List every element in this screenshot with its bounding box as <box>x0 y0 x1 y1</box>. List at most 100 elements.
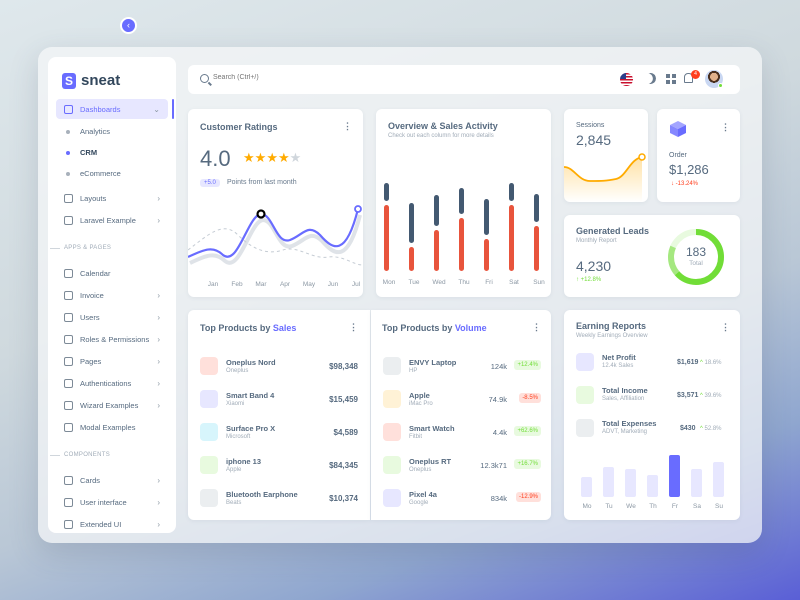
list-item[interactable]: Surface Pro X Microsoft $4,589 <box>188 423 370 456</box>
sidebar-item-label: Extended UI <box>80 519 122 529</box>
sidebar-item-label: Laravel Example <box>80 215 136 225</box>
list-item[interactable]: Oneplus Nord Oneplus $98,348 <box>188 357 370 390</box>
earnings-bar <box>647 475 658 497</box>
product-name: Apple <box>409 391 430 400</box>
calendar-icon <box>64 268 73 278</box>
overview-bar-dark <box>459 188 464 214</box>
day-label: Wed <box>432 279 446 286</box>
card-title: Top Products by Sales <box>200 323 297 333</box>
month-label: Jul <box>351 281 361 288</box>
sidebar-item-dashboards[interactable]: Dashboards ⌄ <box>56 99 168 119</box>
list-item[interactable]: Apple iMac Pro 74.9k -8.5% <box>371 390 551 423</box>
more-options-icon[interactable]: ⋮ <box>532 322 541 332</box>
month-label: Jun <box>327 281 339 288</box>
brand-logo[interactable]: S sneat <box>62 72 120 89</box>
chevron-right-icon: › <box>157 497 160 507</box>
pixel-phone-icon <box>383 489 401 507</box>
top-products-volume-card: Top Products by Volume ⋮ ENVY Laptop HP … <box>371 310 551 520</box>
tablet-icon <box>200 423 218 441</box>
shortcuts-grid-icon[interactable] <box>666 74 676 84</box>
sidebar-item-invoice[interactable]: Invoice › <box>56 285 168 305</box>
overview-bar-red <box>384 205 389 271</box>
more-options-icon[interactable]: ⋮ <box>349 322 358 332</box>
day-label: Su <box>715 503 723 510</box>
product-name: Pixel 4a <box>409 490 437 499</box>
rating-delta-badge: +5.0 <box>200 179 220 187</box>
sidebar-item-cards[interactable]: Cards › <box>56 470 168 490</box>
earning-item-subtitle: Sales, Affiliation <box>602 396 645 402</box>
card-title: Sessions <box>576 122 605 129</box>
overview-bar-red <box>459 218 464 271</box>
sidebar-item-extended-ui[interactable]: Extended UI › <box>56 514 168 533</box>
home-icon <box>64 104 73 114</box>
search-icon[interactable] <box>200 74 209 83</box>
laravel-icon <box>64 215 73 225</box>
star-icon: ★ <box>277 150 290 165</box>
donut-value: 183 <box>685 245 707 259</box>
list-item[interactable]: Pixel 4a Google 834k -12.9% <box>371 489 551 522</box>
bullet-icon <box>66 150 70 155</box>
sidebar-item-pages[interactable]: Pages › <box>56 351 168 371</box>
language-flag-icon[interactable] <box>620 73 633 86</box>
sidebar-item-wizard[interactable]: Wizard Examples › <box>56 395 168 415</box>
sidebar-item-modal[interactable]: Modal Examples <box>56 417 168 437</box>
section-header-components: COMPONENTS <box>50 452 110 458</box>
volume-change-badge: +12.4% <box>514 360 541 370</box>
card-subtitle: Monthly Report <box>576 238 617 244</box>
list-item[interactable]: Smart Watch Fitbit 4.4k +62.6% <box>371 423 551 456</box>
collapse-sidebar-button[interactable]: ‹ <box>120 17 137 34</box>
day-label: Tue <box>408 279 420 286</box>
headphones-icon <box>200 489 218 507</box>
sidebar-item-user-interface[interactable]: User interface › <box>56 492 168 512</box>
product-name: Oneplus RT <box>409 457 452 466</box>
credit-card-icon <box>576 419 594 437</box>
sidebar-item-users[interactable]: Users › <box>56 307 168 327</box>
list-item[interactable]: iphone 13 Apple $84,345 <box>188 456 370 489</box>
sidebar-item-authentications[interactable]: Authentications › <box>56 373 168 393</box>
earning-item-value: $430 <box>680 425 696 432</box>
list-item[interactable]: Oneplus RT Oneplus 12.3k71 +16.7% <box>371 456 551 489</box>
invoice-icon <box>64 290 73 300</box>
earnings-bar <box>625 469 636 497</box>
earning-item-title: Total Expenses <box>602 419 657 428</box>
month-label: May <box>302 281 316 288</box>
card-subtitle: Check out each column for more details <box>388 133 494 139</box>
product-name: Oneplus Nord <box>226 358 276 367</box>
list-item[interactable]: Bluetooth Earphone Beats $10,374 <box>188 489 370 522</box>
sidebar-subitem-crm[interactable]: CRM <box>66 148 97 157</box>
product-sales: $84,345 <box>329 461 358 470</box>
earnings-bar <box>581 477 592 497</box>
chevron-right-icon: › <box>157 312 160 322</box>
list-item[interactable]: Smart Band 4 Xiaomi $15,459 <box>188 390 370 423</box>
list-item[interactable]: ENVY Laptop HP 124k +12.4% <box>371 357 551 390</box>
search-input[interactable] <box>213 74 413 81</box>
product-brand: Apple <box>226 467 242 473</box>
sidebar-item-label: Dashboards <box>80 104 121 114</box>
sidebar-subitem-analytics[interactable]: Analytics <box>66 127 110 136</box>
chart-trend-icon <box>576 353 594 371</box>
product-brand: Microsoft <box>226 434 251 440</box>
more-options-icon[interactable]: ⋮ <box>721 122 730 132</box>
chevron-right-icon: › <box>157 356 160 366</box>
product-brand: Beats <box>226 500 242 506</box>
product-sales: $10,374 <box>329 494 358 503</box>
day-label: Sa <box>693 503 701 510</box>
product-name: Bluetooth Earphone <box>226 490 298 499</box>
more-options-icon[interactable]: ⋮ <box>343 121 352 131</box>
shield-icon <box>64 334 73 344</box>
month-label: Jan <box>207 281 219 288</box>
sidebar-item-roles[interactable]: Roles & Permissions › <box>56 329 168 349</box>
day-label: Mon <box>382 279 396 286</box>
moon-icon[interactable] <box>643 71 657 85</box>
sidebar-item-label: User interface <box>80 497 127 507</box>
sidebar-subitem-ecommerce[interactable]: eCommerce <box>66 169 121 178</box>
chevron-right-icon: › <box>157 193 160 203</box>
sidebar-item-calendar[interactable]: Calendar <box>56 263 168 283</box>
more-options-icon[interactable]: ⋮ <box>721 322 730 332</box>
sidebar-item-layouts[interactable]: Layouts › <box>56 188 168 208</box>
sidebar-item-laravel[interactable]: Laravel Example › <box>56 210 168 230</box>
chevron-right-icon: › <box>157 290 160 300</box>
earning-item-subtitle: ADVT, Marketing <box>602 429 648 435</box>
sidebar-item-label: Roles & Permissions <box>80 334 150 344</box>
bullet-icon <box>66 129 70 134</box>
